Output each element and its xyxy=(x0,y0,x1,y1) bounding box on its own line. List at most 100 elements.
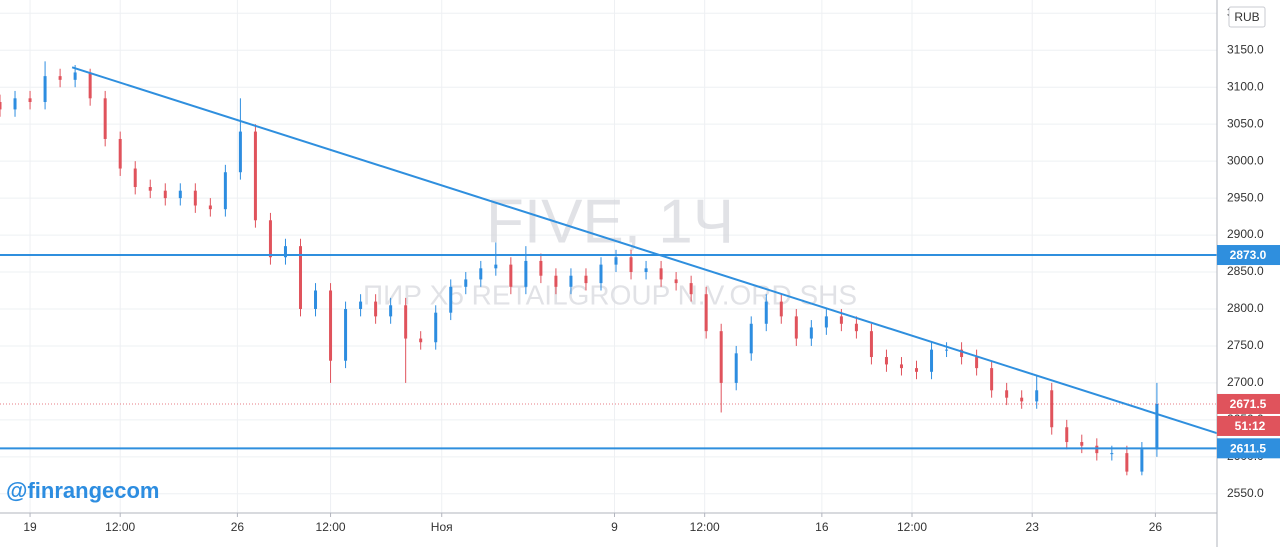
candle-body xyxy=(509,264,513,287)
candle-body xyxy=(1095,445,1099,454)
level-label: 2873.0 xyxy=(1230,248,1267,262)
candle-body xyxy=(419,338,423,343)
candle-body xyxy=(584,275,588,284)
candle-body xyxy=(13,98,17,110)
candle-body xyxy=(839,316,843,324)
candle-body xyxy=(915,368,919,372)
y-tick-label: 3150.0 xyxy=(1227,42,1264,56)
candle-body xyxy=(253,131,257,221)
candle-body xyxy=(629,257,633,273)
candle-body xyxy=(779,301,783,317)
candle-body xyxy=(644,268,648,273)
candle-body xyxy=(389,305,393,317)
candle-body xyxy=(1005,390,1009,398)
candle-body xyxy=(1125,453,1129,472)
candle-body xyxy=(0,102,2,110)
candle-body xyxy=(614,257,618,265)
x-tick-label: 23 xyxy=(1026,520,1040,534)
candle-body xyxy=(1140,449,1144,472)
candle-body xyxy=(884,357,888,365)
x-tick-label: 9 xyxy=(611,520,618,534)
candle-body xyxy=(58,76,62,80)
candle-body xyxy=(659,268,663,280)
candle-body xyxy=(223,172,227,210)
candle-body xyxy=(329,290,333,361)
countdown-box xyxy=(1217,415,1280,436)
candle-body xyxy=(1080,442,1084,446)
candle-body xyxy=(945,349,949,351)
candle-body xyxy=(494,264,498,269)
candle-body xyxy=(854,323,858,332)
candle-body xyxy=(88,72,92,99)
level-label-box xyxy=(1217,245,1280,266)
candle-body xyxy=(809,327,813,339)
candle-body xyxy=(163,190,167,199)
x-tick-label: 26 xyxy=(1149,520,1163,534)
candle-body xyxy=(794,316,798,339)
y-tick-label: 2550.0 xyxy=(1227,486,1264,500)
candle-body xyxy=(479,268,483,280)
candle-body xyxy=(764,301,768,324)
candle-body xyxy=(103,98,107,139)
x-tick-label: 19 xyxy=(23,520,37,534)
candle-body xyxy=(1065,427,1069,443)
currency-label: RUB xyxy=(1234,10,1259,24)
candle-body xyxy=(238,131,242,173)
candle-body xyxy=(464,279,468,287)
candle-body xyxy=(719,331,723,383)
candle-body xyxy=(193,190,197,206)
candle-body xyxy=(930,349,934,372)
candle-body xyxy=(554,275,558,287)
x-tick-label: 12:00 xyxy=(897,520,927,534)
candle-body xyxy=(344,308,348,361)
handle: @finrangecom xyxy=(6,478,159,503)
y-tick-label: 2700.0 xyxy=(1227,375,1264,389)
trend-line xyxy=(71,66,1218,435)
candle-body xyxy=(674,279,678,284)
level-label-box xyxy=(1217,438,1280,459)
x-tick-label: 16 xyxy=(815,520,829,534)
candle-body xyxy=(133,168,137,188)
candle-body xyxy=(374,301,378,317)
y-tick-label: 2750.0 xyxy=(1227,338,1264,352)
x-tick-label: 26 xyxy=(231,520,245,534)
candle-body xyxy=(1110,453,1114,455)
candle-body xyxy=(899,364,903,369)
candle-body xyxy=(539,260,543,276)
x-tick-label: 12:00 xyxy=(105,520,135,534)
candle-body xyxy=(283,246,287,258)
candle-body xyxy=(1020,397,1024,402)
candle-body xyxy=(359,301,363,309)
watermark: FIVE, 1Ч xyxy=(486,187,734,256)
x-tick-label: 12:00 xyxy=(316,520,346,534)
candle-body xyxy=(524,260,528,287)
candle-body xyxy=(434,312,438,343)
candle-body xyxy=(1035,390,1039,402)
candle-body xyxy=(599,264,603,284)
y-tick-label: 2900.0 xyxy=(1227,227,1264,241)
watermark-subtitle: ПИР X5 RETAILGROUP N.V.ORD SHS xyxy=(363,279,857,310)
candle-body xyxy=(975,357,979,369)
candle-body xyxy=(178,190,182,199)
price-label: 2671.5 xyxy=(1230,397,1267,411)
candle-body xyxy=(268,220,272,258)
candle-body xyxy=(689,283,693,295)
candle-body xyxy=(1155,403,1159,450)
y-tick-label: 2800.0 xyxy=(1227,301,1264,315)
candle-body xyxy=(118,138,122,169)
candle-body xyxy=(734,353,738,383)
candle-body xyxy=(43,76,47,103)
y-tick-label: 3000.0 xyxy=(1227,153,1264,167)
candle-body xyxy=(298,246,302,309)
candle-body xyxy=(749,323,753,354)
candle-body xyxy=(960,349,964,358)
candle-body xyxy=(824,316,828,328)
y-tick-label: 2950.0 xyxy=(1227,190,1264,204)
candle-body xyxy=(569,275,573,287)
y-tick-label: 2850.0 xyxy=(1227,264,1264,278)
y-tick-label: 3100.0 xyxy=(1227,79,1264,93)
x-tick-label: 12:00 xyxy=(690,520,720,534)
candle-body xyxy=(869,331,873,358)
